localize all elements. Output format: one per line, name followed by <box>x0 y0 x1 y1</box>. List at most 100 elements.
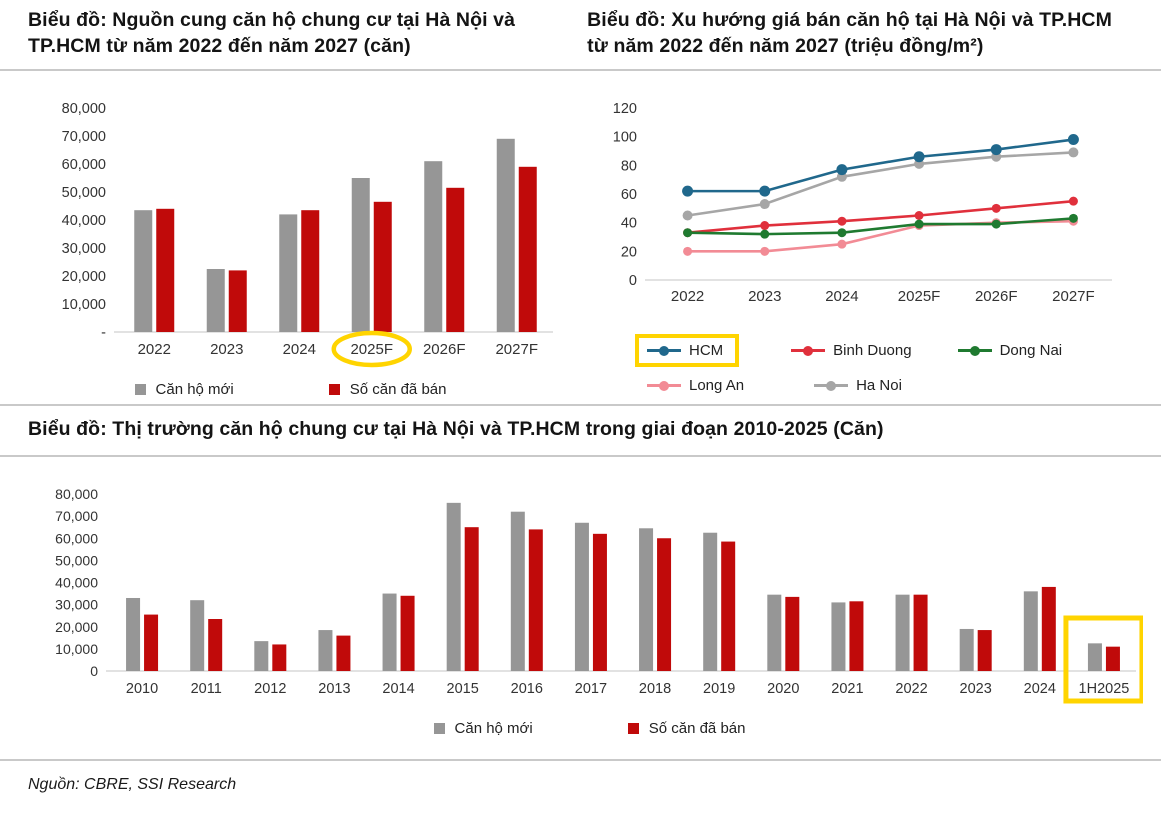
y-tick-label: 60,000 <box>55 530 98 546</box>
source-note: Nguồn: CBRE, SSI Research <box>28 776 237 794</box>
point-s4-2023 <box>759 199 770 210</box>
highlight-box <box>1063 615 1145 704</box>
y-tick-label: 60,000 <box>62 157 106 173</box>
bar-s1-2012 <box>272 644 287 672</box>
bar-s0-2027F <box>496 139 515 333</box>
point-s2-2027F <box>1068 214 1078 224</box>
market-chart-title: Biểu đồ: Thị trường căn hộ chung cư tại … <box>28 418 884 441</box>
point-s2-2023 <box>760 230 770 240</box>
bar-s0-2023 <box>206 269 225 333</box>
bar-s0-2025F <box>351 178 370 333</box>
x-category-label: 2014 <box>382 681 414 697</box>
bar-s1-2017 <box>592 534 607 672</box>
bar-s0-2018 <box>639 528 654 672</box>
legend-item-dong-nai: Dong Nai <box>957 342 1063 360</box>
bar-s1-1H2025 <box>1105 646 1120 672</box>
market-chart-legend: Căn hộ mới Số căn đã bán <box>18 720 1161 759</box>
bar-s1-2019 <box>721 541 736 672</box>
legend-item-ha-noi: Ha Noi <box>814 377 902 394</box>
legend-label-long-an: Long An <box>689 377 745 395</box>
x-category-label: 2010 <box>126 681 158 697</box>
supply-bar-chart: 10,000 20,000 30,000 40,000 50,000 60,000 70,0… <box>62 101 553 368</box>
legend-item-long-an: Long An <box>647 377 744 394</box>
price-chart-legend: HCM Binh Duong Dong Nai <box>577 334 1152 394</box>
point-s1-2023 <box>760 221 770 231</box>
divider-under-bottom-title <box>0 455 1161 458</box>
bar-s0-2019 <box>703 532 718 672</box>
hcm-line-icon <box>647 345 681 356</box>
bar-s1-2015 <box>464 527 479 672</box>
bar-s1-2022 <box>156 209 175 333</box>
bar-s1-2021 <box>849 601 864 672</box>
bar-s0-2026F <box>424 161 443 333</box>
divider-bottom <box>0 759 1161 762</box>
y-tick-label: 50,000 <box>62 185 106 201</box>
y-tick-label: 100 <box>613 130 637 146</box>
y-tick-label: 10,000 <box>55 641 98 657</box>
y-tick-label: 20,000 <box>55 619 98 635</box>
bar-s0-2024 <box>279 214 298 333</box>
bar-s1-2018 <box>657 538 672 672</box>
legend-item-sold-units: Số căn đã bán <box>627 720 746 738</box>
price-line-chart: 20 40 60 80 100 120 0 2022 2023 2024 2025F 2026F 202… <box>613 101 1112 305</box>
legend-label-new-units: Căn hộ mới <box>155 381 234 399</box>
x-category-label: 2023 <box>748 288 781 305</box>
y-tick-label: 70,000 <box>62 129 106 145</box>
bar-s0-2022 <box>134 210 153 333</box>
bar-s1-2023 <box>977 630 992 672</box>
legend-label-sold-units: Số căn đã bán <box>648 720 746 738</box>
bar-s1-2024 <box>301 210 320 333</box>
legend-item-new-units: Căn hộ mới <box>433 720 533 738</box>
bar-s0-1H2025 <box>1087 643 1102 672</box>
red-square-icon <box>328 384 340 396</box>
bar-s0-2010 <box>126 598 141 672</box>
supply-chart-legend: Căn hộ mới Số căn đã bán <box>18 381 563 398</box>
y-tick-label: 30,000 <box>55 597 98 613</box>
point-s4-2022 <box>682 210 693 221</box>
point-s1-2027F <box>1068 197 1078 207</box>
supply-chart-panel: 10,000 20,000 30,000 40,000 50,000 60,000 70,0… <box>18 85 563 404</box>
line-2 <box>687 217 1074 236</box>
bar-s1-2026F <box>446 188 465 333</box>
legend-label-new-units: Căn hộ mới <box>454 720 533 738</box>
bar-s1-2024 <box>1041 587 1056 672</box>
bar-s1-2027F <box>518 167 537 333</box>
legend-row-1: HCM Binh Duong Dong Nai <box>635 334 1152 368</box>
x-category-label: 2015 <box>447 681 479 697</box>
bar-s1-2022 <box>913 594 928 672</box>
y-tick-label: 20 <box>621 245 637 261</box>
x-category-label: 1H2025 <box>1079 681 1130 697</box>
y-tick-label: 40,000 <box>62 213 106 229</box>
legend-item-hcm: HCM <box>647 342 723 359</box>
y-tick-label: 70,000 <box>55 508 98 524</box>
gray-square-icon <box>433 723 445 735</box>
legend-label-dong-nai: Dong Nai <box>999 342 1063 360</box>
bar-s1-2013 <box>336 635 351 672</box>
y-tick-label: 40 <box>621 216 637 232</box>
ha-noi-line-icon <box>814 380 849 391</box>
bar-s1-2010 <box>144 614 159 672</box>
legend-label-ha-noi: Ha Noi <box>856 377 902 395</box>
y-tick-label: 80,000 <box>62 101 106 117</box>
binh-duong-line-icon <box>791 345 826 356</box>
bar-s0-2021 <box>831 602 846 672</box>
point-s3-2024 <box>837 240 847 250</box>
y-tick-label: 80,000 <box>55 486 98 502</box>
y-tick-label: 10,000 <box>62 297 106 313</box>
x-category-label: 2018 <box>639 681 671 697</box>
line-4 <box>687 151 1074 218</box>
line-1 <box>687 200 1074 235</box>
gray-square-icon <box>134 384 146 396</box>
point-s2-2026F <box>991 220 1001 230</box>
legend-item-binh-duong: Binh Duong <box>791 342 912 359</box>
point-s3-2022 <box>683 247 693 257</box>
y-tick-label: 80 <box>621 159 637 175</box>
x-category-label: 2025F <box>350 341 393 358</box>
market-chart-panel: 10,000 20,000 30,000 40,000 50,000 60,000 70,0… <box>0 457 1161 759</box>
legend-item-sold-units: Số căn đã bán <box>328 381 446 398</box>
x-category-label: 2012 <box>254 681 286 697</box>
highlight-ellipse <box>331 331 412 368</box>
price-chart-panel: 20 40 60 80 100 120 0 2022 2023 2024 2025F 2026F 202… <box>577 85 1152 404</box>
x-category-label: 2023 <box>210 341 243 358</box>
x-category-label: 2020 <box>767 681 799 697</box>
